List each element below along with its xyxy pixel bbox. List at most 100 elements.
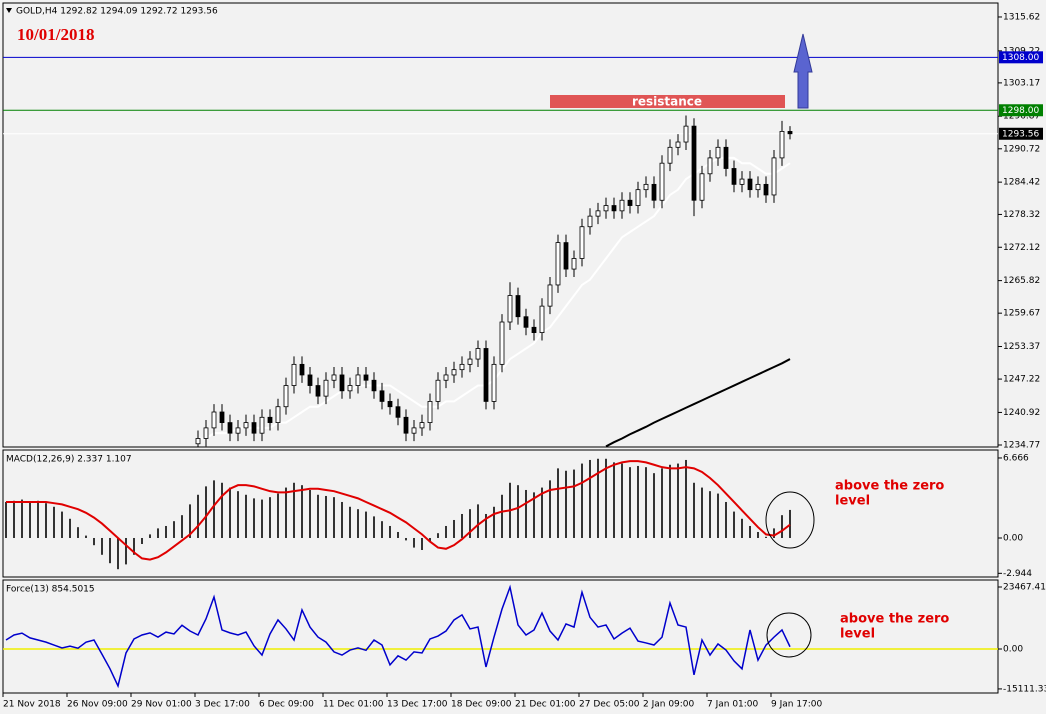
macd-bar [477, 504, 479, 538]
macd-bar [125, 537, 127, 565]
candle-body [667, 146, 673, 164]
x-tick-label: 3 Dec 17:00 [195, 700, 250, 710]
y-tick-label: 1296.87 [1003, 112, 1040, 122]
candle-body [723, 146, 729, 169]
x-tick-label: 21 Dec 01:00 [515, 700, 576, 710]
candle-body [611, 205, 617, 212]
macd-bar [357, 509, 359, 538]
macd-bar [157, 528, 159, 538]
macd-bar [365, 511, 367, 538]
candle-body [235, 427, 241, 434]
macd-bar [413, 537, 415, 548]
macd-bar [421, 537, 423, 550]
macd-bar [381, 521, 383, 538]
macd-bar [397, 531, 399, 538]
candle-body [707, 157, 713, 175]
annotation: above the zero [835, 479, 944, 494]
y-tick-label: 1247.22 [1003, 375, 1040, 385]
candle-body [699, 173, 705, 201]
candle-body [523, 316, 529, 328]
level-box [999, 51, 1043, 64]
candle-body [419, 422, 425, 429]
candle-body [563, 242, 569, 270]
macd-plot [5, 458, 791, 570]
macd-bar [373, 516, 375, 538]
date-annotation: 10/01/2018 [17, 25, 94, 44]
x-tick-label: 9 Jan 17:00 [771, 700, 823, 710]
macd-bar [717, 493, 719, 538]
macd-bar [293, 482, 295, 538]
candle-body [371, 379, 377, 392]
macd-bar [333, 497, 335, 538]
candle-body [379, 390, 385, 402]
candle-body [507, 295, 513, 323]
macd-bar [29, 501, 31, 538]
macd-bar [517, 485, 519, 538]
candle-body [395, 406, 401, 418]
macd-bar [605, 458, 607, 538]
macd-bar [69, 518, 71, 538]
candle-body [299, 363, 305, 376]
macd-bar [341, 501, 343, 538]
candle-body [307, 374, 313, 386]
candle-body [539, 305, 545, 333]
candle-body [323, 379, 329, 397]
y-tick-label: 1265.82 [1003, 276, 1040, 286]
candle-body [515, 295, 521, 318]
macd-bar [189, 504, 191, 538]
y-tick-label: 1240.92 [1003, 408, 1040, 418]
level-label: 1308.00 [1002, 53, 1039, 63]
candle-body [251, 422, 257, 434]
candle-body [483, 348, 489, 402]
candle-body [579, 226, 585, 259]
candle-body [491, 363, 497, 402]
macd-bar [141, 537, 143, 544]
candle-body [627, 199, 633, 206]
symbol-info: GOLD,H4 1292.82 1294.09 1292.72 1293.56 [16, 7, 218, 17]
macd-bar [389, 525, 391, 538]
macd-bar [725, 501, 727, 538]
macd-bar [93, 537, 95, 546]
candle-body [315, 385, 321, 397]
macd-bar [269, 497, 271, 538]
macd-bar [405, 537, 407, 541]
candle-body [691, 125, 697, 201]
macd-bar [597, 458, 599, 538]
candle-body [547, 284, 553, 307]
up-arrow [793, 33, 813, 109]
macd-bar [61, 511, 63, 538]
macd-bar [53, 506, 55, 538]
y-tick-label: 1272.12 [1003, 243, 1040, 253]
macd-bar [261, 499, 263, 538]
macd-bar [133, 537, 135, 555]
candle-body [435, 379, 441, 402]
force-line [5, 584, 791, 689]
macd-bar [693, 482, 695, 538]
macd-bar [701, 487, 703, 538]
candle-body [459, 363, 465, 371]
macd-bar [637, 465, 639, 538]
menu-triangle[interactable] [6, 8, 12, 13]
x-tick-label: 2 Jan 09:00 [643, 700, 695, 710]
macd-bar [749, 525, 751, 538]
candle-body [587, 215, 593, 228]
macd-bar [221, 482, 223, 538]
macd-bar [461, 513, 463, 538]
overlay: 1315.621309.221303.171296.871290.721284.… [2, 12, 1046, 710]
candle-body [763, 183, 769, 196]
macd-bar [77, 527, 79, 538]
macd-bar [629, 467, 631, 538]
candle-body [363, 374, 369, 381]
macd-bar [501, 494, 503, 538]
candle-body [771, 157, 777, 196]
macd-bar [621, 463, 623, 538]
x-tick-label: 27 Dec 05:00 [579, 700, 640, 710]
macd-bar [213, 480, 215, 538]
force-pane [2, 579, 999, 694]
macd-bar [541, 487, 543, 538]
candle-body [211, 411, 217, 429]
candle-body [195, 438, 201, 445]
candle-body [555, 242, 561, 286]
level-box [999, 104, 1043, 117]
